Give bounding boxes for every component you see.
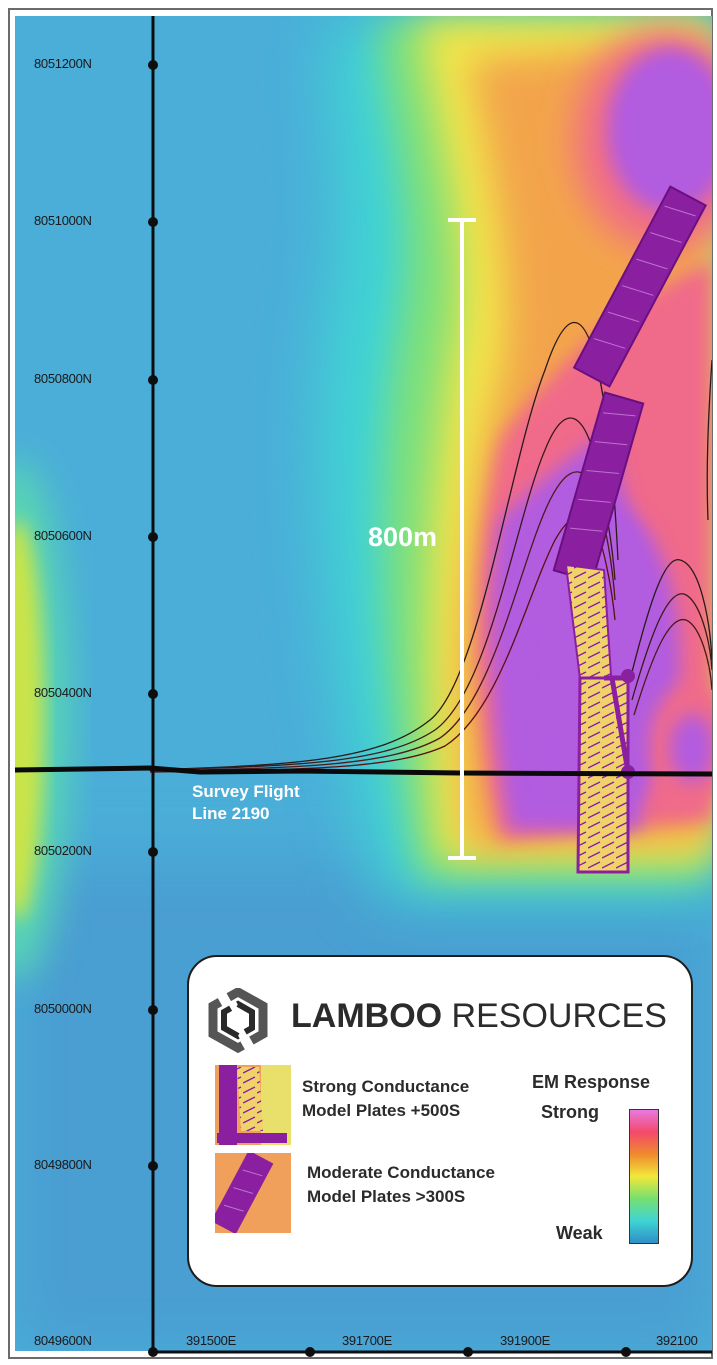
ramp-high-label: Strong <box>541 1102 599 1122</box>
northing-label: 8051000N <box>34 213 92 228</box>
moderate-plate-swatch <box>215 1153 291 1233</box>
northing-label: 8050200N <box>34 843 92 858</box>
survey-flight-line <box>14 765 713 777</box>
legend-moderate-label: Moderate Conductance Model Plates >300S <box>307 1163 495 1206</box>
northing-label: 8050400N <box>34 685 92 700</box>
legend-strong-label: Strong Conductance Model Plates +500S <box>302 1077 470 1120</box>
flight-line-label: Survey Flight Line 2190 <box>192 782 300 823</box>
northing-label: 8050800N <box>34 371 92 386</box>
scale-bar <box>448 218 476 860</box>
strong-plate-swatch <box>215 1065 291 1145</box>
easting-label: 391900E <box>500 1333 550 1348</box>
northing-label: 8049600N <box>34 1333 92 1348</box>
northing-label: 8050000N <box>34 1001 92 1016</box>
northing-label: 8051200N <box>34 56 92 71</box>
easting-label: 392100 <box>656 1333 698 1348</box>
company-name: LAMBOO RESOURCES <box>291 997 667 1035</box>
northing-label: 8049800N <box>34 1157 92 1172</box>
plate-upper <box>572 185 708 388</box>
legend-panel: LAMBOO RESOURCES Strong Conductance Mode… <box>187 955 693 1287</box>
ramp-low-label: Weak <box>556 1223 603 1243</box>
ramp-title: EM Response <box>532 1072 651 1092</box>
scale-bar-label: 800m <box>368 522 438 552</box>
company-logo-icon <box>208 988 268 1054</box>
easting-label: 391700E <box>342 1333 392 1348</box>
em-response-color-ramp <box>629 1109 659 1244</box>
northing-label: 8050600N <box>34 528 92 543</box>
easting-label: 391500E <box>186 1333 236 1348</box>
grid-ticks <box>148 60 631 1357</box>
